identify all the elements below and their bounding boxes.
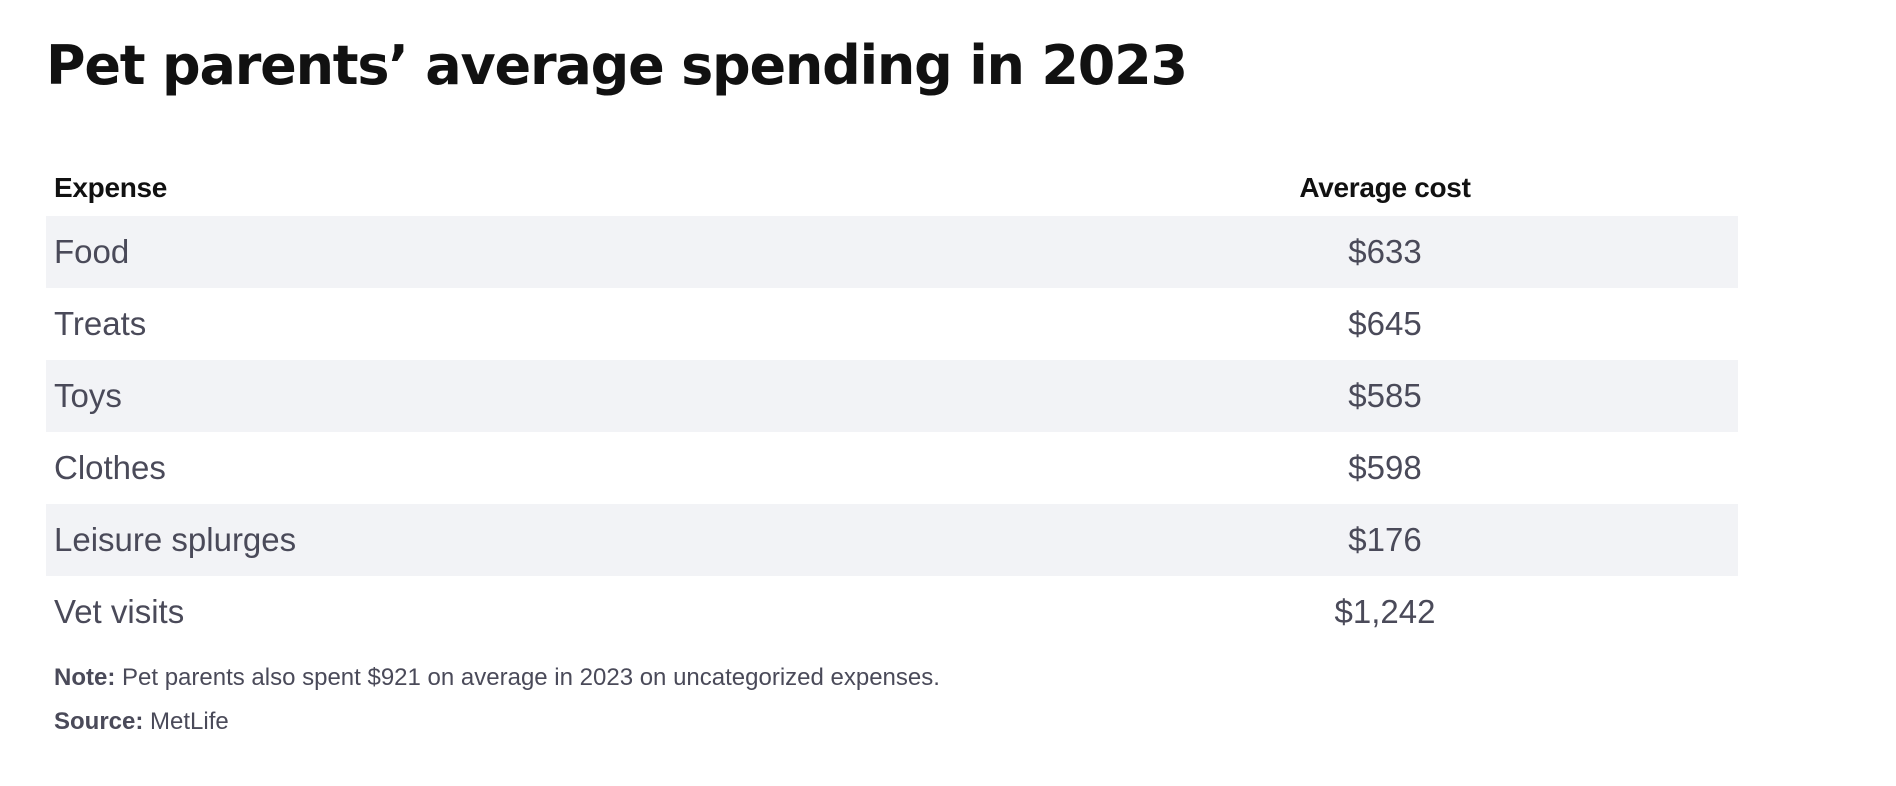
expense-cell: Toys <box>46 360 1146 432</box>
table-header-row: Expense Average cost <box>46 160 1738 216</box>
column-header-average-cost: Average cost <box>1299 172 1471 203</box>
note-text: Pet parents also spent $921 on average i… <box>122 664 940 691</box>
spending-table: Expense Average cost Food $633 Treats $6… <box>46 160 1738 648</box>
table-row: Leisure splurges $176 <box>46 504 1738 576</box>
footnote-note: Note: Pet parents also spent $921 on ave… <box>54 664 940 692</box>
column-header-expense: Expense <box>54 172 168 203</box>
cost-cell: $176 <box>1146 504 1738 576</box>
expense-cell: Food <box>46 216 1146 288</box>
table-row: Treats $645 <box>46 288 1738 360</box>
note-label: Note: <box>54 664 116 691</box>
table-row: Food $633 <box>46 216 1738 288</box>
footnote-source: Source: MetLife <box>54 708 229 736</box>
expense-cell: Clothes <box>54 449 166 486</box>
cost-cell: $598 <box>1348 449 1422 486</box>
expense-cell: Treats <box>54 305 147 342</box>
expense-cell: Vet visits <box>54 593 185 630</box>
source-label: Source: <box>54 708 144 735</box>
table-row: Toys $585 <box>46 360 1738 432</box>
table-row: Vet visits $1,242 <box>46 576 1738 648</box>
cost-cell: $1,242 <box>1334 593 1436 630</box>
cost-cell: $633 <box>1146 216 1738 288</box>
table-row: Clothes $598 <box>46 432 1738 504</box>
cost-cell: $585 <box>1146 360 1738 432</box>
cost-cell: $645 <box>1348 305 1422 342</box>
source-text: MetLife <box>150 708 229 735</box>
expense-cell: Leisure splurges <box>46 504 1146 576</box>
chart-title: Pet parents’ average spending in 2023 <box>46 34 1188 97</box>
